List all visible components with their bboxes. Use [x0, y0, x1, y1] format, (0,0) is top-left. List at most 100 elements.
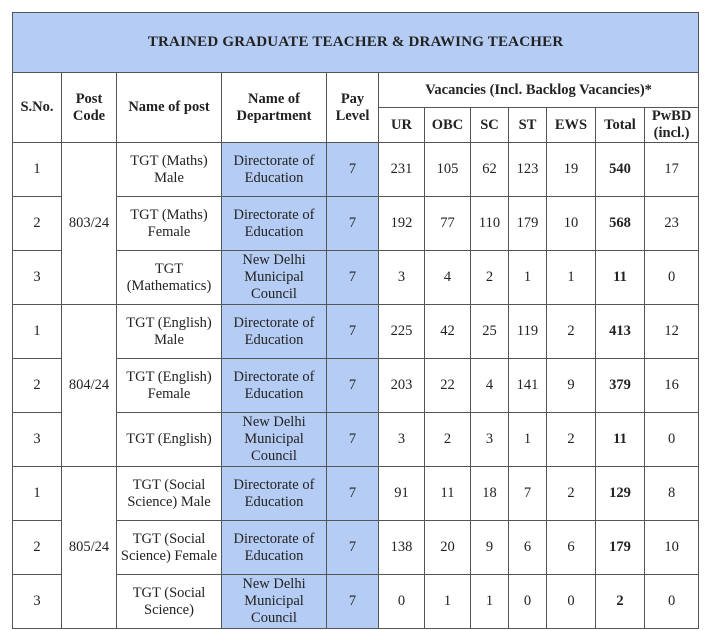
cell-sc: 2: [470, 250, 509, 305]
cell-dept: Directorate of Education: [221, 358, 327, 413]
cell-sno: 2: [12, 358, 62, 413]
cell-pay: 7: [326, 304, 379, 359]
cell-total: 413: [595, 304, 645, 359]
cell-st: 6: [508, 520, 547, 575]
cell-pwbd: 8: [643, 466, 700, 521]
cell-pwbd: 23: [643, 196, 700, 251]
header-sc: SC: [470, 107, 509, 143]
cell-pwbd: 0: [643, 412, 700, 467]
cell-sno: 2: [12, 196, 62, 251]
header-st: ST: [508, 107, 547, 143]
cell-pay: 7: [326, 574, 379, 629]
cell-sno: 3: [12, 412, 62, 467]
cell-sno: 3: [12, 250, 62, 305]
cell-sc: 9: [470, 520, 509, 575]
header-ur: UR: [378, 107, 425, 143]
cell-ur: 231: [378, 142, 425, 197]
cell-st: 179: [508, 196, 547, 251]
cell-dept: Directorate of Education: [221, 196, 327, 251]
cell-sno: 2: [12, 520, 62, 575]
cell-post: TGT (English) Female: [116, 358, 222, 413]
cell-sc: 4: [470, 358, 509, 413]
cell-obc: 2: [424, 412, 471, 467]
cell-sno: 3: [12, 574, 62, 629]
cell-pwbd: 0: [643, 250, 700, 305]
cell-pwbd: 16: [643, 358, 700, 413]
cell-obc: 77: [424, 196, 471, 251]
cell-obc: 1: [424, 574, 471, 629]
table-body: 1 803/24 TGT (Maths) Male Directorate of Ed…: [12, 142, 700, 629]
cell-pwbd: 0: [643, 574, 700, 629]
cell-sc: 1: [470, 574, 509, 629]
cell-sc: 25: [470, 304, 509, 359]
cell-post: TGT (English) Male: [116, 304, 222, 359]
cell-sc: 62: [470, 142, 509, 197]
cell-sno: 1: [12, 466, 62, 521]
table-row: 3 TGT (Social Science) New Delhi Municipal…: [12, 574, 700, 629]
cell-ews: 2: [546, 412, 596, 467]
header-department: Name of Department: [221, 72, 327, 143]
cell-dept: Directorate of Education: [221, 304, 327, 359]
cell-post: TGT (English): [116, 412, 222, 467]
cell-dept: New Delhi Municipal Council: [221, 250, 327, 305]
cell-total: 179: [595, 520, 645, 575]
cell-ur: 0: [378, 574, 425, 629]
table-row: 2 TGT (English) Female Directorate of Educ…: [12, 358, 700, 413]
cell-dept: Directorate of Education: [221, 142, 327, 197]
cell-dept: New Delhi Municipal Council: [221, 574, 327, 629]
cell-total: 129: [595, 466, 645, 521]
cell-ews: 19: [546, 142, 596, 197]
header-vacancies: Vacancies (Incl. Backlog Vacancies)*: [377, 72, 700, 108]
cell-pay: 7: [326, 358, 379, 413]
table-row: 1 803/24 TGT (Maths) Male Directorate of Ed…: [12, 142, 700, 305]
cell-ur: 3: [378, 250, 425, 305]
cell-pwbd: 17: [643, 142, 700, 197]
header-sno: S.No.: [12, 72, 62, 143]
cell-sc: 18: [470, 466, 509, 521]
cell-st: 1: [508, 412, 547, 467]
cell-obc: 11: [424, 466, 471, 521]
cell-pwbd: 12: [643, 304, 700, 359]
cell-ews: 6: [546, 520, 596, 575]
cell-ur: 192: [378, 196, 425, 251]
header-post-code: Post Code: [61, 72, 117, 143]
cell-pwbd: 10: [643, 520, 700, 575]
cell-ur: 138: [378, 520, 425, 575]
cell-post: TGT (Maths) Female: [116, 196, 222, 251]
cell-ews: 2: [546, 466, 596, 521]
cell-ur: 3: [378, 412, 425, 467]
cell-ur: 91: [378, 466, 425, 521]
cell-dept: New Delhi Municipal Council: [221, 412, 327, 467]
cell-ews: 0: [546, 574, 596, 629]
cell-pay: 7: [326, 520, 379, 575]
cell-pay: 7: [326, 250, 379, 305]
cell-post-code: 803/24: [61, 142, 117, 305]
header-name-of-post: Name of post: [116, 72, 222, 143]
cell-st: 123: [508, 142, 547, 197]
cell-ur: 203: [378, 358, 425, 413]
cell-pay: 7: [326, 466, 379, 521]
header-ews: EWS: [546, 107, 596, 143]
cell-total: 11: [595, 412, 645, 467]
table-row: 1 805/24 TGT (Social Science) Male Director…: [12, 466, 700, 629]
cell-pay: 7: [326, 196, 379, 251]
cell-post: TGT (Social Science): [116, 574, 222, 629]
header-pay-level: Pay Level: [326, 72, 379, 143]
cell-post: TGT (Social Science) Male: [116, 466, 222, 521]
cell-ur: 225: [378, 304, 425, 359]
cell-st: 119: [508, 304, 547, 359]
table-row: 2 TGT (Maths) Female Directorate of Educat…: [12, 196, 700, 251]
vacancy-table: TRAINED GRADUATE TEACHER & DRAWING TEACH…: [11, 12, 700, 629]
cell-st: 7: [508, 466, 547, 521]
cell-dept: Directorate of Education: [221, 466, 327, 521]
cell-total: 11: [595, 250, 645, 305]
cell-sc: 3: [470, 412, 509, 467]
cell-post-code: 805/24: [61, 466, 117, 629]
cell-pay: 7: [326, 412, 379, 467]
header-total: Total: [595, 107, 645, 143]
table-title: TRAINED GRADUATE TEACHER & DRAWING TEACH…: [11, 12, 700, 73]
cell-total: 568: [595, 196, 645, 251]
cell-total: 379: [595, 358, 645, 413]
cell-st: 0: [508, 574, 547, 629]
cell-post: TGT (Maths) Male: [116, 142, 222, 197]
